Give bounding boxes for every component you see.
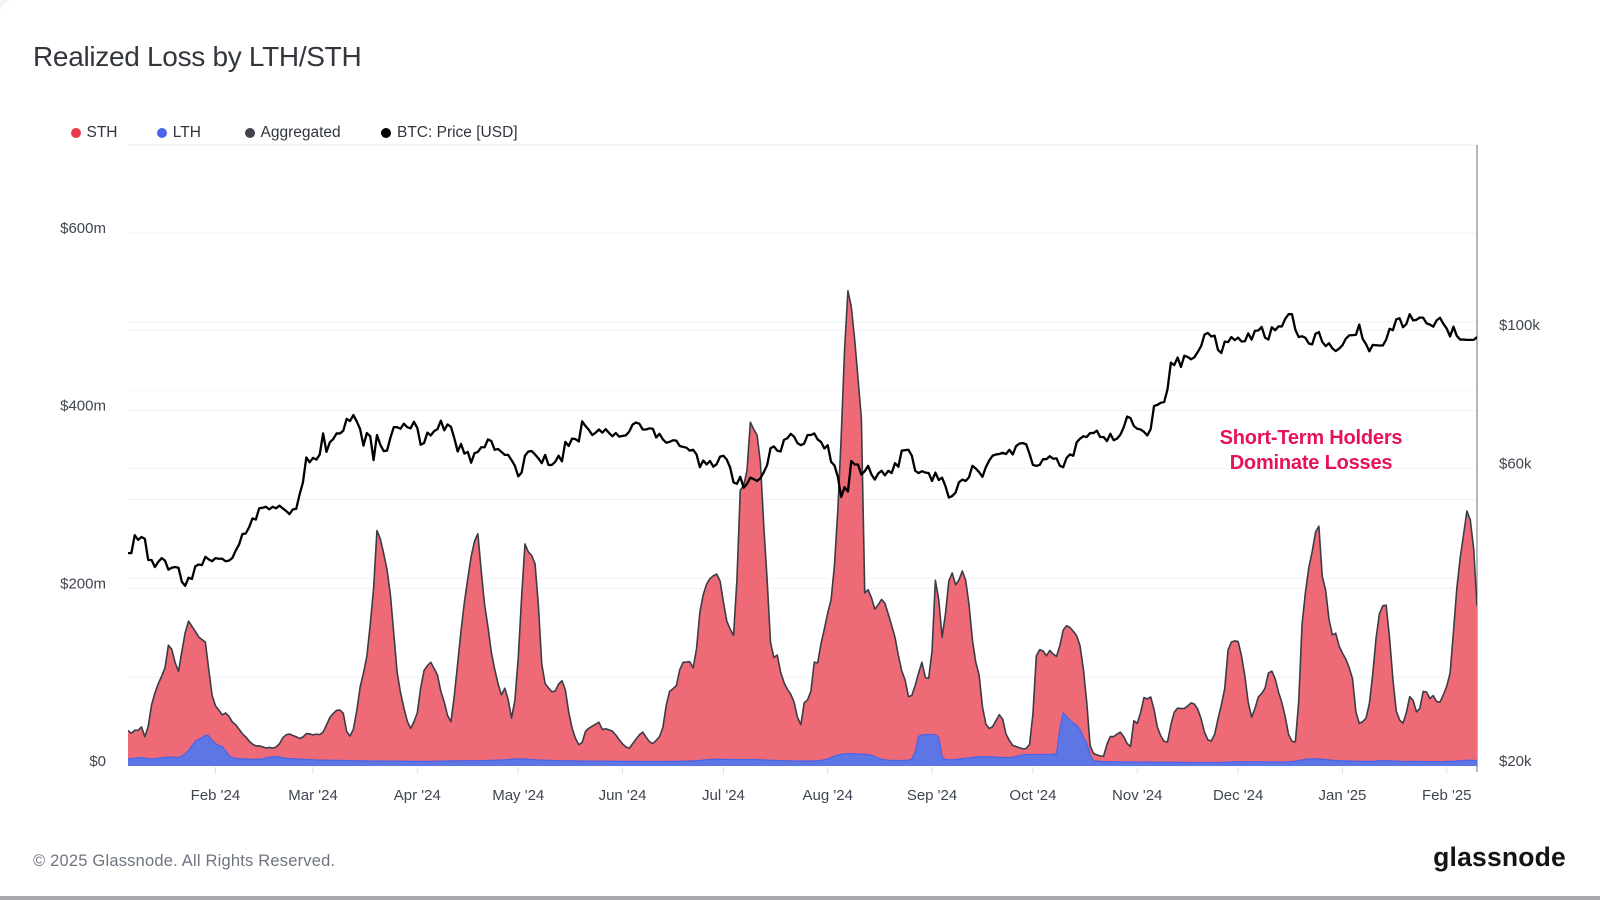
legend-dot-icon-btc-price-usd	[381, 128, 391, 138]
x-tick-label: Sep '24	[907, 787, 957, 804]
glassnode-logo: glassnode	[1433, 842, 1566, 872]
lth-line-edge	[128, 712, 1477, 764]
window-bottom-bar	[0, 896, 1600, 900]
chart-annotation: Short-Term Holders Dominate Losses	[1211, 426, 1411, 476]
x-axis: Feb '24 Mar '24 Apr '24 May '24 Jun '24 Jul '…	[191, 767, 1472, 804]
aggregated-line-series[interactable]	[128, 289, 1477, 758]
y-right-tick-label: $100k	[1499, 317, 1540, 334]
gridlines	[128, 232, 1477, 767]
x-tick-label: Mar '24	[288, 787, 338, 804]
copyright-text: © 2025 Glassnode. All Rights Reserved.	[33, 852, 336, 870]
legend-item-aggregated[interactable]: Aggregated	[244, 124, 341, 141]
plot-area[interactable]	[128, 289, 1477, 766]
legend-label: LTH	[172, 124, 201, 141]
x-tick-label: Feb '24	[191, 787, 241, 804]
page-title: Realized Loss by LTH/STH	[33, 41, 362, 72]
x-tick-label: Dec '24	[1213, 787, 1263, 804]
x-tick-label: Jul '24	[702, 787, 745, 804]
legend-dot-icon-sth	[70, 128, 81, 138]
x-tick-label: Oct '24	[1009, 787, 1056, 804]
x-tick-label: Aug '24	[803, 787, 853, 804]
y-left-tick-label: $400m	[60, 398, 106, 415]
y-right-tick-label: $20k	[1499, 753, 1532, 770]
legend-item-btc-price-usd[interactable]: BTC: Price [USD]	[381, 124, 518, 141]
annotation-line2: Dominate Losses	[1229, 452, 1393, 474]
x-tick-label: Feb '25	[1422, 787, 1472, 804]
legend-item-sth[interactable]: STH	[70, 124, 118, 141]
sth-area-series[interactable]	[128, 290, 1477, 766]
screenshot-corner-artifact	[0, 0, 14, 14]
x-tick-label: Nov '24	[1112, 787, 1162, 804]
legend-label: BTC: Price [USD]	[397, 124, 518, 141]
y-right-tick-label: $60k	[1499, 456, 1532, 473]
legend-item-lth[interactable]: LTH	[156, 124, 201, 141]
y-left-tick-label: $0	[89, 753, 106, 770]
annotation-line1: Short-Term Holders	[1219, 427, 1403, 449]
legend-dot-icon-aggregated	[244, 128, 255, 138]
legend-label: STH	[86, 124, 118, 141]
y-left-tick-label: $200m	[60, 575, 106, 592]
x-tick-label: Apr '24	[394, 787, 441, 804]
x-tick-label: Jun '24	[599, 787, 647, 804]
btc-price-line-series[interactable]	[128, 313, 1477, 588]
legend-label: Aggregated	[260, 124, 341, 141]
legend-dot-icon-lth	[156, 128, 167, 138]
x-tick-label: Jan '25	[1318, 787, 1366, 804]
y-left-tick-label: $600m	[60, 220, 106, 237]
x-tick-label: May '24	[492, 787, 544, 804]
lth-area-series[interactable]	[128, 712, 1477, 766]
